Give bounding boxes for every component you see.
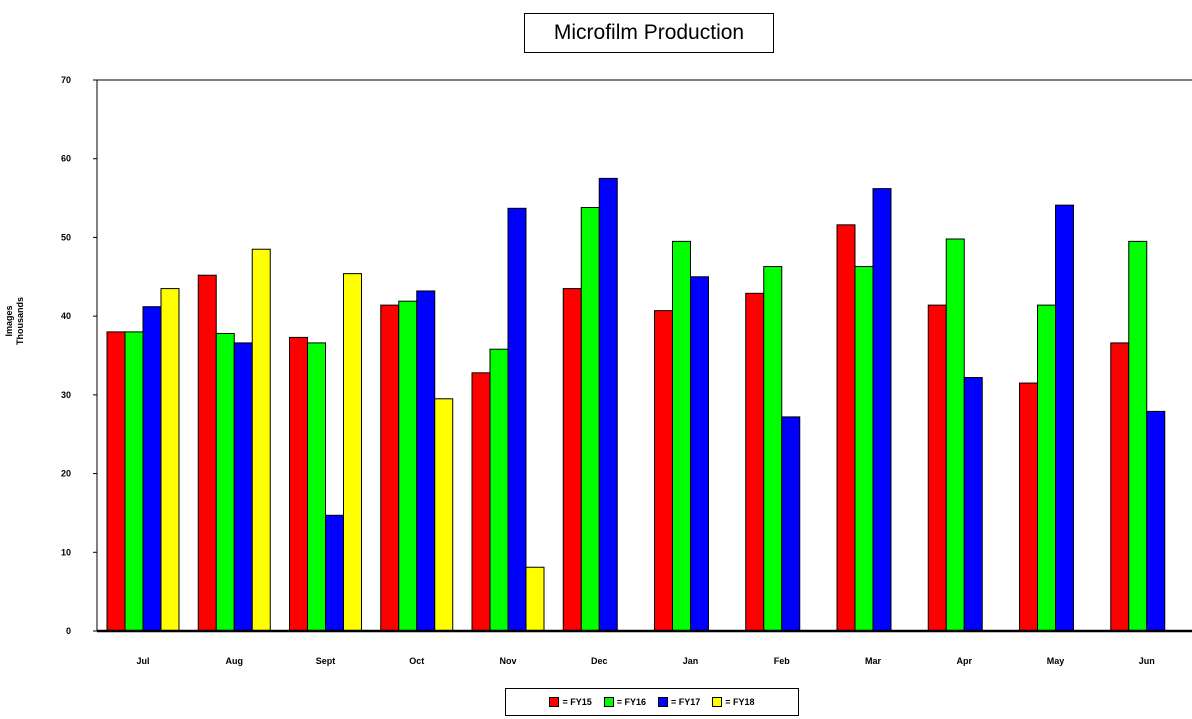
bar-fy18-nov <box>525 566 545 632</box>
legend-entry-fy16: = FY16 <box>603 697 646 707</box>
y-tick-label-6: 60 <box>61 154 71 164</box>
x-tick-label-apr: Apr <box>957 656 973 666</box>
bar-fy16-nov <box>489 348 509 632</box>
bar-fy15-aug <box>197 274 217 632</box>
bar-fy16-jul <box>124 331 144 632</box>
y-axis-label-line2: Thousands <box>15 296 25 345</box>
bar-fy18-oct <box>434 398 454 632</box>
bar-fy16-oct <box>398 300 418 632</box>
legend-entry-fy17: = FY17 <box>658 697 700 707</box>
bar-fy15-jun <box>1110 342 1130 632</box>
x-tick-label-dec: Dec <box>591 656 608 666</box>
bar-fy18-aug <box>251 248 271 632</box>
x-tick-label-may: May <box>1047 656 1065 666</box>
bar-fy17-feb <box>781 416 801 632</box>
bar-fy16-aug <box>215 332 235 632</box>
bar-fy17-may <box>1055 204 1074 632</box>
bar-fy15-jul <box>106 331 126 632</box>
bar-fy15-mar <box>836 224 856 632</box>
legend-swatch-fy15 <box>549 697 560 707</box>
bar-fy15-nov <box>471 372 491 632</box>
bar-fy17-jul <box>142 306 162 632</box>
bar-fy17-jun <box>1146 410 1166 632</box>
x-tick-label-nov: Nov <box>499 656 516 666</box>
bar-fy15-sept <box>289 336 308 632</box>
legend-label-fy17: = FY17 <box>671 697 701 707</box>
bar-fy15-dec <box>562 288 582 632</box>
bar-fy15-may <box>1019 382 1038 632</box>
bar-fy18-sept <box>343 273 362 632</box>
legend-label-fy15: = FY15 <box>562 697 592 707</box>
bar-fy18-jul <box>160 288 180 632</box>
bar-fy16-feb <box>763 266 783 632</box>
y-tick-label-0: 0 <box>66 626 71 636</box>
x-tick-label-feb: Feb <box>774 656 791 666</box>
y-tick-label-5: 50 <box>61 232 71 242</box>
bar-fy16-sept <box>307 342 326 632</box>
legend: = FY15 = FY16 = FY17 = FY18 <box>505 688 799 716</box>
bar-fy16-jun <box>1128 240 1148 632</box>
bar-fy17-apr <box>963 377 983 632</box>
x-tick-label-jan: Jan <box>683 656 699 666</box>
bar-fy17-sept <box>325 514 344 632</box>
bar-fy16-apr <box>945 238 965 632</box>
y-axis-label-line1: Images <box>4 305 14 337</box>
y-axis-label: Images Thousands <box>4 297 26 345</box>
bar-fy16-dec <box>580 207 600 632</box>
x-tick-label-aug: Aug <box>226 656 244 666</box>
bar-fy17-mar <box>872 188 892 632</box>
legend-swatch-fy17 <box>658 697 668 707</box>
bar-fy15-feb <box>745 292 765 632</box>
legend-swatch-fy18 <box>712 697 723 707</box>
legend-label-fy16: = FY16 <box>616 697 646 707</box>
chart-title: Microfilm Production <box>524 13 774 53</box>
x-tick-label-sept: Sept <box>316 656 336 666</box>
bar-fy17-dec <box>598 177 618 632</box>
x-tick-label-oct: Oct <box>409 656 424 666</box>
bar-fy15-jan <box>654 310 673 632</box>
bar-fy17-jan <box>690 276 709 632</box>
x-tick-label-jun: Jun <box>1139 656 1155 666</box>
legend-entry-fy15: = FY15 <box>549 697 592 707</box>
bar-fy16-may <box>1037 304 1056 632</box>
bar-fy17-aug <box>233 342 253 632</box>
x-tick-label-jul: Jul <box>136 656 149 666</box>
y-tick-label-3: 30 <box>61 390 71 400</box>
bar-fy17-nov <box>507 207 527 632</box>
bar-fy16-mar <box>854 266 874 632</box>
bar-fy15-apr <box>927 304 947 632</box>
y-tick-label-1: 10 <box>61 547 71 557</box>
legend-swatch-fy16 <box>603 697 614 707</box>
y-tick-label-7: 70 <box>61 75 71 85</box>
bar-fy16-jan <box>672 240 691 632</box>
bar-fy17-oct <box>416 290 436 632</box>
legend-label-fy18: = FY18 <box>725 697 755 707</box>
y-tick-label-2: 20 <box>61 469 71 479</box>
bar-fy15-oct <box>380 304 400 632</box>
x-tick-label-mar: Mar <box>865 656 882 666</box>
y-tick-label-4: 40 <box>61 311 71 321</box>
legend-entry-fy18: = FY18 <box>712 697 755 707</box>
